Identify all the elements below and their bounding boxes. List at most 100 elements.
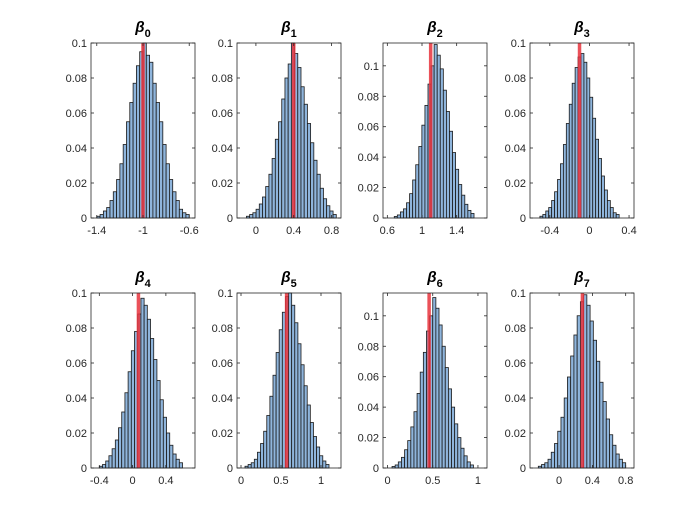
- histogram-bar: [470, 213, 475, 219]
- histogram-bar: [306, 123, 312, 219]
- histogram-bar: [127, 371, 132, 469]
- histogram-bar: [278, 121, 283, 219]
- histogram-bar: [310, 142, 315, 219]
- y-tick-label: 0.04: [505, 393, 526, 405]
- histogram-bar: [458, 184, 463, 219]
- histogram-bar: [404, 449, 409, 469]
- histogram-bar: [175, 458, 180, 469]
- subplot-title: β1: [280, 19, 296, 40]
- histogram-bar: [313, 436, 317, 469]
- histogram-bar: [272, 374, 277, 469]
- histogram-bar: [288, 292, 293, 469]
- histogram-bar: [609, 434, 614, 469]
- histogram-bar: [130, 350, 135, 469]
- histogram-bar: [418, 146, 423, 219]
- histogram-bar: [436, 54, 441, 219]
- title-symbol: β: [280, 19, 290, 36]
- histogram-bar: [542, 214, 547, 219]
- histogram-bar: [442, 89, 447, 219]
- histogram-bar: [622, 462, 627, 469]
- histogram-bar: [306, 404, 311, 469]
- histogram-bar: [297, 343, 302, 469]
- title-subscript: 7: [584, 278, 590, 290]
- histogram-bar: [401, 456, 405, 469]
- subplot-title: β7: [573, 269, 589, 290]
- histogram-bar: [554, 191, 558, 219]
- histogram-bar: [568, 103, 573, 219]
- histogram-bar: [255, 208, 260, 219]
- histogram-bar: [129, 102, 134, 219]
- y-tick-label: 0.1: [511, 38, 526, 50]
- axes-box: [236, 292, 342, 469]
- histogram-bar: [589, 320, 594, 469]
- histogram-bar: [444, 367, 449, 469]
- histogram-bar: [271, 158, 276, 219]
- y-tick-label: 0: [227, 463, 233, 475]
- histogram-bar: [166, 432, 171, 469]
- subplot-beta-5: 0 0.02 0.04 0.06 0.08 0.1 0 0.5 1 β5: [212, 269, 342, 487]
- histogram-bar: [102, 464, 107, 469]
- x-tick-label: -1.4: [87, 225, 106, 237]
- histogram-bar: [607, 200, 611, 219]
- title-subscript: 0: [145, 28, 151, 40]
- histogram-bar: [153, 359, 158, 469]
- y-tick-label: 0: [520, 213, 526, 225]
- histogram-bar: [109, 200, 114, 219]
- y-tick-label: 0.06: [505, 108, 526, 120]
- title-symbol: β: [280, 269, 290, 286]
- y-tick-label: 0.02: [212, 178, 233, 190]
- histogram-bar: [562, 144, 567, 219]
- histogram-bar: [291, 304, 296, 469]
- histogram-bar: [441, 345, 446, 469]
- histogram-bar: [143, 304, 148, 469]
- y-tick-label: 0.02: [505, 178, 526, 190]
- x-tick-label: 0: [238, 475, 244, 487]
- histogram-bar: [416, 393, 421, 469]
- histogram-bar: [135, 65, 141, 219]
- histogram-bar: [175, 200, 180, 219]
- histogram-bar: [609, 207, 614, 219]
- histogram-bar: [461, 194, 466, 219]
- title-subscript: 3: [584, 28, 590, 40]
- title-symbol: β: [573, 19, 583, 36]
- histogram-bar: [452, 152, 456, 219]
- title-symbol: β: [573, 269, 583, 286]
- histogram-bar: [412, 179, 417, 219]
- histogram-bar: [460, 447, 465, 469]
- histogram-bar: [303, 103, 308, 219]
- histogram-bar: [598, 158, 602, 219]
- histogram-bar: [99, 214, 104, 219]
- axes-box: [90, 292, 196, 469]
- y-tick-label: 0.04: [358, 402, 379, 414]
- y-tick-label: 0.08: [358, 91, 379, 103]
- x-tick-label: 0: [253, 225, 259, 237]
- histogram-bar: [262, 196, 267, 219]
- histogram-bar: [132, 82, 137, 219]
- histogram-bar: [332, 214, 337, 219]
- title-symbol: β: [426, 19, 436, 36]
- histogram-bar: [309, 422, 314, 469]
- histogram-bar: [586, 304, 591, 469]
- y-tick-label: 0.04: [66, 143, 87, 155]
- histogram-bar: [159, 121, 164, 219]
- histogram-bar: [156, 380, 161, 469]
- histogram-bar: [445, 111, 450, 219]
- subplot-beta-4: 00.020.040.060.080.1-0.4 0 0.4β4: [66, 269, 196, 487]
- title-subscript: 5: [291, 278, 297, 290]
- histogram-bar: [545, 210, 550, 219]
- histogram-bar: [432, 297, 437, 469]
- histogram-bar: [145, 54, 151, 219]
- histogram-bar: [433, 44, 438, 219]
- histogram-bar: [567, 376, 572, 469]
- x-tick-label: -0.4: [540, 225, 559, 237]
- histogram-bar: [275, 352, 280, 469]
- histogram-bar: [451, 406, 456, 469]
- histogram-bar: [466, 461, 471, 469]
- histogram-bar: [438, 324, 443, 469]
- axes-box: [529, 292, 635, 469]
- histogram-bar: [464, 203, 469, 219]
- histogram-bar: [322, 460, 327, 469]
- y-tick-label: 0.02: [66, 178, 87, 190]
- histogram-bar: [449, 130, 453, 219]
- x-tick-label: 0.4: [286, 225, 301, 237]
